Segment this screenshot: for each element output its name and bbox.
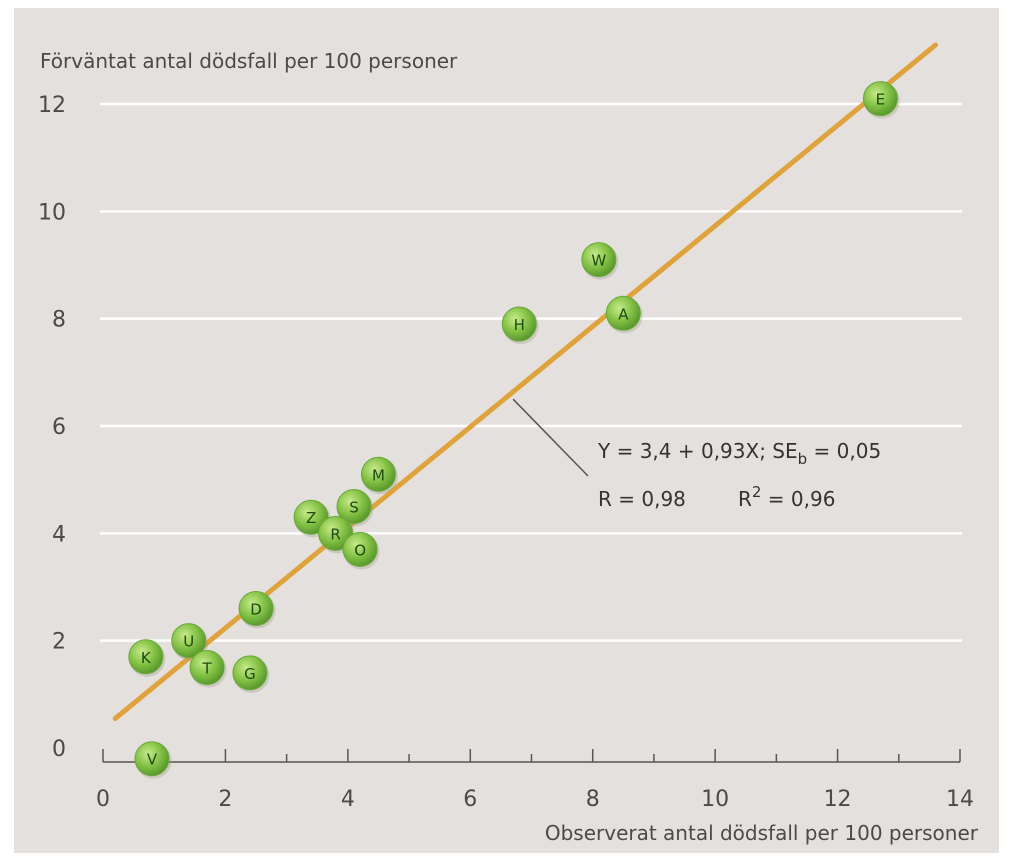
chart-panel <box>14 8 999 853</box>
data-point-s: S <box>336 489 374 527</box>
data-point-d: D <box>238 590 276 629</box>
data-point-marker <box>581 242 617 278</box>
data-point-label: E <box>876 91 885 109</box>
data-point-label: A <box>618 305 629 323</box>
r-squared-number: = 0,96 <box>761 487 835 511</box>
annotation-pointer <box>512 398 589 477</box>
data-point-a: A <box>605 295 643 334</box>
equation-text: Y = 3,4 + 0,93X; SE <box>597 439 798 463</box>
gridlines <box>100 102 962 642</box>
data-point-o: O <box>342 531 380 570</box>
data-point-marker <box>605 295 641 331</box>
data-point-marker <box>189 650 225 685</box>
data-point-marker <box>134 741 170 777</box>
annotation: Y = 3,4 + 0,93X; SEb = 0,05 R = 0,98 R2 = … <box>512 398 881 511</box>
x-tick-label: 8 <box>586 787 600 812</box>
data-point-label: S <box>349 499 359 517</box>
y-tick-label: 2 <box>52 630 66 655</box>
x-tick-label: 10 <box>701 787 729 812</box>
data-point-marker <box>318 515 354 551</box>
data-point-marker <box>128 639 164 675</box>
r-value: R = 0,98 <box>598 487 686 511</box>
data-point-t: T <box>189 650 227 688</box>
x-tick-label: 0 <box>96 787 110 812</box>
data-point-k: K <box>128 639 166 677</box>
y-axis-title: Förväntat antal dödsfall per 100 persone… <box>40 49 458 73</box>
data-point-u: U <box>171 623 209 661</box>
data-point-label: D <box>250 600 262 618</box>
data-point-w: W <box>581 242 619 280</box>
x-axis-title: Observerat antal dödsfall per 100 person… <box>545 821 979 845</box>
r-squared-superscript: 2 <box>752 483 762 501</box>
data-point-marker <box>293 499 329 535</box>
data-point-marker <box>360 456 396 492</box>
data-point-label: V <box>147 751 158 769</box>
data-point-h: H <box>501 306 539 345</box>
data-point-marker <box>232 655 268 691</box>
r-squared-value: R2 = 0,96 <box>738 483 835 511</box>
data-point-label: T <box>201 660 212 678</box>
data-point-label: O <box>354 541 366 559</box>
data-point-label: H <box>514 316 525 334</box>
data-point-marker <box>336 489 372 524</box>
data-point-label: M <box>372 466 385 484</box>
axis-labels: 0 2 4 6 8 10 12 0 2 4 6 8 10 12 14 Förväntat antal döds… <box>38 49 979 845</box>
x-tick-label: 4 <box>341 787 355 812</box>
y-tick-label: 6 <box>52 415 66 440</box>
data-point-v: V <box>134 741 172 779</box>
data-point-marker <box>342 531 378 567</box>
equation-subscript: b <box>798 450 808 468</box>
data-point-marker <box>501 306 537 342</box>
equation-se-value: = 0,05 <box>807 439 881 463</box>
y-tick-label: 8 <box>52 308 66 333</box>
y-tick-label: 12 <box>38 93 66 118</box>
y-tick-label: 4 <box>52 522 66 547</box>
regression-layer <box>112 42 939 721</box>
data-point-m: M <box>360 456 398 495</box>
x-tick-label: 6 <box>463 787 477 812</box>
data-point-marker <box>862 81 898 117</box>
x-tick-label: 14 <box>946 787 974 812</box>
data-point-marker <box>238 590 274 626</box>
y-tick-label: 10 <box>38 200 66 225</box>
data-point-marker <box>171 623 207 659</box>
r-squared-symbol: R <box>738 487 752 511</box>
regression-equation: Y = 3,4 + 0,93X; SEb = 0,05 <box>597 439 881 468</box>
x-axis <box>102 749 961 763</box>
y-tick-label: 0 <box>52 737 66 762</box>
x-tick-label: 2 <box>218 787 232 812</box>
data-point-label: W <box>591 252 606 270</box>
regression-line <box>112 42 939 721</box>
data-point-e: E <box>862 81 900 119</box>
data-point-label: K <box>141 649 152 667</box>
data-point-label: G <box>244 665 256 683</box>
data-point-label: U <box>183 633 194 651</box>
data-point-label: Z <box>306 509 316 527</box>
x-tick-label: 12 <box>824 787 852 812</box>
data-point-label: R <box>330 525 340 543</box>
data-point-g: G <box>232 655 270 693</box>
